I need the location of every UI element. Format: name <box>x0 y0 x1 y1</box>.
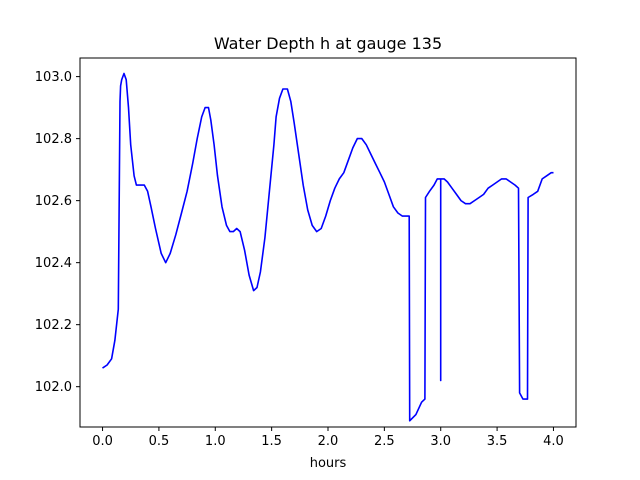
x-tick-label: 4.0 <box>543 434 564 449</box>
y-tick-label: 102.8 <box>35 132 72 147</box>
y-tick-label: 102.6 <box>35 194 72 209</box>
series-line <box>102 72 554 422</box>
y-tick-label: 102.0 <box>35 380 72 395</box>
x-tick-label: 2.0 <box>318 434 339 449</box>
y-tick-label: 102.2 <box>35 318 72 333</box>
y-tick-label: 102.4 <box>35 256 72 271</box>
y-tick-label: 103.0 <box>35 70 72 85</box>
y-axis-ticks: 102.0 102.2 102.4 102.6 102.8 103.0 <box>35 70 80 395</box>
x-axis-ticks: 0.0 0.5 1.0 1.5 2.0 2.5 3.0 3.5 4.0 <box>92 427 564 449</box>
x-tick-label: 2.5 <box>374 434 395 449</box>
x-axis-label: hours <box>310 456 347 471</box>
chart-title: Water Depth h at gauge 135 <box>214 34 442 53</box>
x-tick-label: 1.5 <box>261 434 282 449</box>
x-tick-label: 0.5 <box>149 434 170 449</box>
x-tick-label: 1.0 <box>205 434 226 449</box>
x-tick-label: 3.0 <box>430 434 451 449</box>
x-tick-label: 0.0 <box>92 434 113 449</box>
x-tick-label: 3.5 <box>487 434 508 449</box>
plot-area <box>102 72 554 422</box>
